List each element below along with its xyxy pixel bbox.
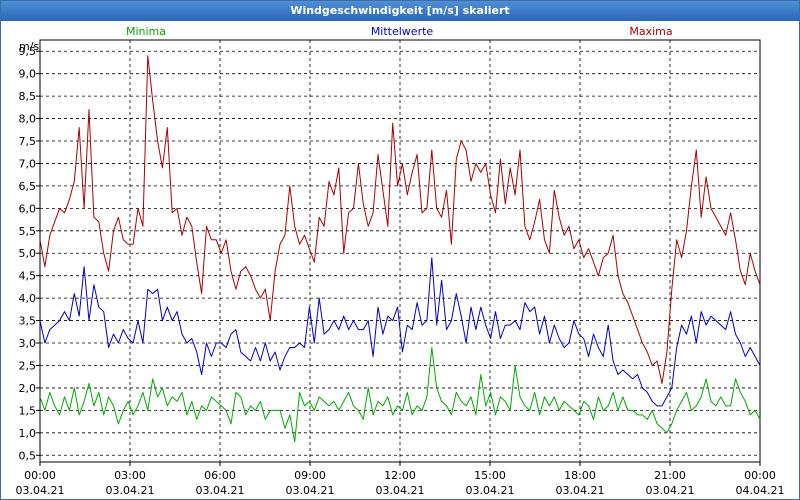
x-tick-time: 03:00 [114,469,146,482]
x-tick-date: 03.04.21 [466,484,515,497]
y-tick-label: 8,5 [19,90,37,103]
data-series [39,55,761,443]
y-axis-ticks: 0,5 1,0 1,5 2,0 2,5 3,0 3,5 4,0 4,5 5,0 5,5 6,0 6,5 7… [19,45,40,462]
x-tick-date: 03.04.21 [196,484,245,497]
x-tick-time: 00:00 [24,469,56,482]
y-axis-label: m/s [19,40,39,53]
x-tick-time: 12:00 [384,469,416,482]
x-tick-time: 06:00 [204,469,236,482]
x-tick-date: 03.04.21 [106,484,155,497]
x-tick-date: 04.04.21 [736,484,785,497]
grid-lines [40,40,760,462]
y-tick-label: 8,0 [19,113,37,126]
y-tick-label: 2,0 [19,382,37,395]
y-tick-label: 6,5 [19,180,37,193]
y-tick-label: 5,0 [19,247,37,260]
x-tick-date: 03.04.21 [16,484,65,497]
x-tick-date: 03.04.21 [556,484,605,497]
legend-minima: Minima [126,25,166,38]
y-tick-label: 2,5 [19,359,37,372]
x-tick-date: 03.04.21 [286,484,335,497]
y-tick-label: 1,5 [19,404,37,417]
series-line-mittelwerte [39,257,761,407]
x-tick-time: 18:00 [564,469,596,482]
y-tick-label: 3,0 [19,337,37,350]
legend-mittelwerte: Mittelwerte [371,25,434,38]
y-tick-label: 3,5 [19,315,37,328]
y-tick-label: 5,5 [19,225,37,238]
x-tick-date: 03.04.21 [646,484,695,497]
x-tick-date: 03.04.21 [376,484,425,497]
series-line-maxima [39,55,761,384]
x-tick-time: 09:00 [294,469,326,482]
x-tick-time: 21:00 [654,469,686,482]
chart-title: Windgeschwindigkeit [m/s] skaliert [1,1,799,21]
x-tick-time: 00:00 [744,469,776,482]
y-tick-label: 7,5 [19,135,37,148]
y-tick-label: 7,0 [19,157,37,170]
x-tick-time: 15:00 [474,469,506,482]
y-tick-label: 1,0 [19,427,37,440]
y-tick-label: 0,5 [19,449,37,462]
y-tick-label: 9,5 [19,45,37,58]
x-axis-ticks: 00:00 03.04.21 03:00 03.04.21 06:00 03.04.21 0… [16,462,785,497]
y-tick-label: 4,5 [19,270,37,283]
y-tick-label: 6,0 [19,202,37,215]
y-tick-label: 9,0 [19,68,37,81]
legend-maxima: Maxima [629,25,672,38]
series-line-minima [39,347,761,443]
y-tick-label: 4,0 [19,292,37,305]
